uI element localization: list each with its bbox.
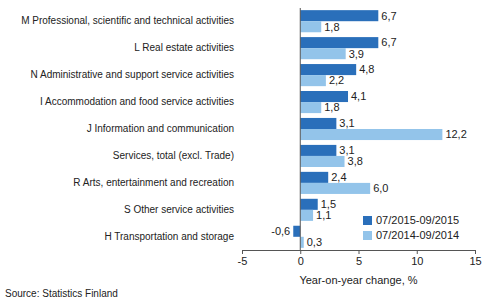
legend-swatch xyxy=(363,231,372,240)
data-label: 1,8 xyxy=(324,21,339,33)
category-label: I Accommodation and food service activit… xyxy=(40,96,234,107)
data-label: 2,4 xyxy=(331,171,346,183)
tick: S Other service activities xyxy=(124,204,242,215)
data-label: 6,7 xyxy=(381,36,396,48)
category-label: J Information and communication xyxy=(87,123,234,134)
bar xyxy=(300,199,317,210)
bar xyxy=(300,145,336,156)
data-label: 4,1 xyxy=(351,90,366,102)
bar xyxy=(300,48,345,59)
tick-label: -5 xyxy=(238,255,248,267)
x-axis: -5 0 5 10 15 xyxy=(238,250,482,267)
tick-label: 0 xyxy=(298,255,304,267)
category-label: M Professional, scientific and technical… xyxy=(21,15,234,26)
bar xyxy=(300,102,321,113)
data-label: 6,0 xyxy=(373,182,388,194)
legend-swatch xyxy=(363,216,372,225)
tick: H Transportation and storage xyxy=(104,231,242,242)
tick-mark xyxy=(359,250,360,254)
bar xyxy=(300,37,378,48)
tick-mark xyxy=(242,250,243,254)
bar xyxy=(300,118,336,129)
data-label: 2,2 xyxy=(329,74,344,86)
data-label: 4,8 xyxy=(359,63,374,75)
tick-mark xyxy=(300,250,301,254)
category-label: S Other service activities xyxy=(124,204,234,215)
tick: 0 xyxy=(298,250,304,267)
bar xyxy=(300,156,344,167)
tick-mark xyxy=(475,250,476,254)
axis-title: Year-on-year change, % xyxy=(299,274,417,286)
tick: -5 xyxy=(238,250,248,267)
bar xyxy=(300,64,356,75)
data-label: 6,7 xyxy=(381,10,396,22)
category-label: R Arts, entertainment and recreation xyxy=(73,177,234,188)
data-label: 12,2 xyxy=(445,128,466,140)
tick: N Administrative and support service act… xyxy=(31,69,242,80)
bars xyxy=(293,10,442,248)
bar xyxy=(300,21,321,32)
tick: M Professional, scientific and technical… xyxy=(21,15,242,26)
y-axis: M Professional, scientific and technical… xyxy=(21,15,242,242)
bar xyxy=(300,210,313,221)
tick: 10 xyxy=(411,250,423,267)
data-label: -0,6 xyxy=(271,225,290,237)
category-label: L Real estate activities xyxy=(134,42,234,53)
tick: R Arts, entertainment and recreation xyxy=(73,177,242,188)
tick: J Information and communication xyxy=(87,123,242,134)
plot: 6,76,74,84,13,13,12,41,5-0,61,83,92,21,8… xyxy=(21,8,482,267)
annotation: Source: Statistics Finland xyxy=(5,288,118,299)
category-label: N Administrative and support service act… xyxy=(31,69,234,80)
data-label: 1,8 xyxy=(324,101,339,113)
bar xyxy=(293,226,300,237)
bar xyxy=(300,237,303,248)
data-label: 3,8 xyxy=(348,155,363,167)
chart: 6,76,74,84,13,13,12,41,5-0,61,83,92,21,8… xyxy=(0,0,492,302)
tick: Services, total (excl. Trade) xyxy=(113,150,242,161)
bar xyxy=(300,183,370,194)
tick: I Accommodation and food service activit… xyxy=(40,96,242,107)
tick-label: 15 xyxy=(469,255,481,267)
category-label: Services, total (excl. Trade) xyxy=(113,150,234,161)
tick: 15 xyxy=(469,250,481,267)
tick-label: 10 xyxy=(411,255,423,267)
axis-line xyxy=(243,251,476,255)
data-label: 0,3 xyxy=(307,236,322,248)
data-labels: 6,76,74,84,13,13,12,41,5-0,61,83,92,21,8… xyxy=(271,10,467,249)
legend: 07/2015-09/2015 07/2014-09/2014 xyxy=(363,214,459,241)
data-label: 3,1 xyxy=(339,117,354,129)
bar xyxy=(300,129,442,140)
category-label: H Transportation and storage xyxy=(104,231,234,242)
bar xyxy=(300,91,348,102)
zero-line xyxy=(300,8,301,250)
data-label: 1,1 xyxy=(316,209,331,221)
legend-label: 07/2014-09/2014 xyxy=(376,229,459,241)
bar xyxy=(300,172,328,183)
bar xyxy=(300,75,326,86)
tick: L Real estate activities xyxy=(134,42,242,53)
tick: 5 xyxy=(356,250,362,267)
data-label: 3,9 xyxy=(349,48,364,60)
tick-label: 5 xyxy=(356,255,362,267)
bar xyxy=(300,10,378,21)
tick-mark xyxy=(417,250,418,254)
legend-label: 07/2015-09/2015 xyxy=(376,214,459,226)
